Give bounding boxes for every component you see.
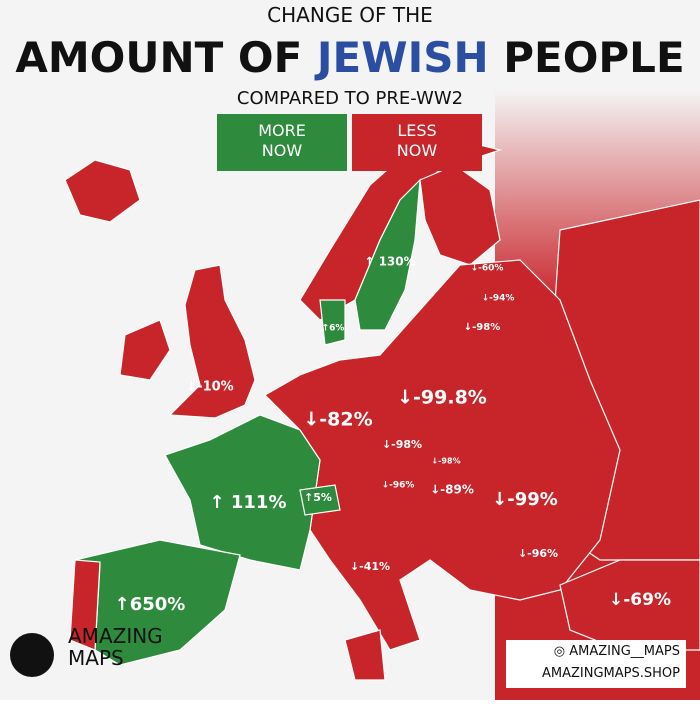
legend-more — [217, 114, 347, 171]
handle-text: AMAZING__MAPS — [569, 644, 680, 659]
legend-label: LESS NOW — [397, 121, 438, 160]
change-label: ↑ 130% — [364, 255, 415, 269]
brand-name: AMAZING MAPS — [68, 624, 163, 670]
brand-site: AMAZINGMAPS.SHOP — [542, 666, 680, 681]
title-line1: CHANGE OF THE — [267, 3, 433, 27]
change-label: ↓-89% — [430, 483, 474, 497]
brand-handle: ◎ AMAZING__MAPS — [554, 644, 680, 659]
labels: ↑ 130% ↓-60% ↓-94% ↓-98% ↑6% ↓-10% ↓-82% ↓-99.8… — [115, 255, 671, 616]
change-label: ↓-98% — [382, 438, 422, 451]
change-label: ↑6% — [322, 324, 345, 334]
denmark — [319, 299, 346, 346]
countries — [64, 90, 700, 700]
change-label: ↓-96% — [382, 481, 415, 491]
change-label: ↓-60% — [471, 264, 504, 274]
title-highlight: JEWISH — [314, 33, 489, 82]
change-label: ↓-98% — [464, 322, 500, 333]
change-label: ↓-99.8% — [397, 387, 487, 409]
subtitle: COMPARED TO PRE-WW2 — [237, 88, 463, 109]
brand-box — [506, 640, 686, 688]
uk — [168, 264, 256, 419]
sicily — [344, 629, 386, 681]
change-label: ↓-94% — [482, 294, 515, 304]
change-label: ↓-10% — [186, 380, 233, 395]
legend: MORE NOW LESS NOW — [258, 121, 437, 160]
brand-logo — [10, 633, 54, 677]
change-label: ↑650% — [115, 594, 186, 615]
change-label: ↓-98% — [431, 457, 460, 466]
ireland — [119, 319, 171, 381]
change-label: ↓-69% — [609, 590, 671, 610]
change-label: ↑ 111% — [210, 492, 287, 513]
title-part: AMOUNT OF — [15, 33, 302, 82]
change-label: ↓-41% — [350, 560, 390, 573]
legend-less — [352, 114, 482, 171]
change-label: ↓-96% — [518, 547, 558, 560]
switzerland — [299, 484, 341, 516]
legend-label: MORE NOW — [258, 121, 306, 160]
change-label: ↓-99% — [492, 489, 558, 510]
change-label: ↓-82% — [303, 409, 372, 431]
central-east-europe — [264, 259, 621, 651]
turkey — [559, 559, 700, 651]
title-part: PEOPLE — [503, 33, 684, 82]
iceland — [64, 159, 141, 223]
sweden — [354, 178, 421, 331]
france — [164, 414, 321, 571]
title-line2: AMOUNT OF JEWISH PEOPLE — [15, 33, 684, 82]
portugal — [69, 559, 101, 651]
change-label: ↑5% — [304, 491, 332, 504]
